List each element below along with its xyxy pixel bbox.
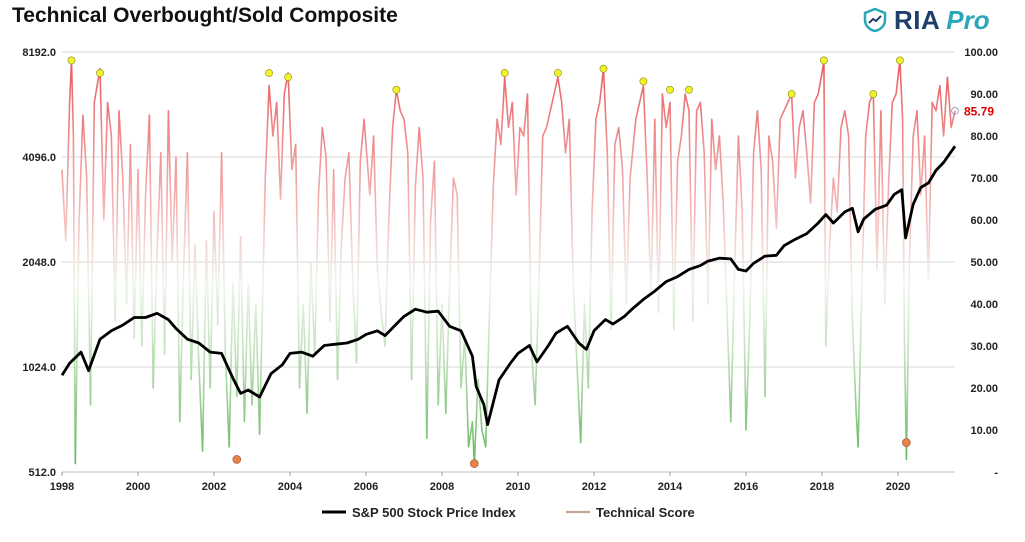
logo-suffix: Pro (946, 4, 990, 35)
legend-label-sp500: S&P 500 Stock Price Index (352, 505, 517, 520)
shield-chart-icon (863, 7, 887, 33)
x-tick-label: 2012 (582, 481, 606, 493)
left-tick-label: 8192.0 (22, 47, 56, 59)
overbought-marker (500, 69, 509, 77)
ria-pro-logo: RIA Pro (862, 4, 990, 36)
left-tick-label: 4096.0 (22, 152, 56, 164)
sp500-price-line (60, 145, 957, 426)
right-tick-label: 80.00 (970, 131, 998, 143)
x-tick-label: 2014 (658, 481, 683, 493)
right-tick-label: 20.00 (970, 383, 998, 395)
oversold-marker (902, 438, 911, 447)
overbought-marker (554, 69, 562, 77)
x-tick-label: 2018 (810, 481, 834, 493)
overbought-marker (820, 56, 828, 65)
markers-layer (67, 56, 959, 468)
right-tick-label: - (994, 467, 998, 479)
x-tick-label: 2008 (430, 481, 454, 493)
overbought-marker (392, 85, 401, 94)
overbought-marker (96, 69, 104, 77)
overbought-marker (685, 85, 693, 94)
last-value-marker (951, 106, 959, 115)
left-axis: 512.0 1024.0 2048.0 4096.0 8192.0 (22, 47, 56, 479)
sp500-layer (60, 145, 957, 426)
overbought-marker (787, 90, 796, 98)
x-tick-label: 2020 (886, 481, 910, 493)
oversold-marker (232, 455, 242, 464)
x-tick-label: 2016 (734, 481, 758, 493)
overbought-marker (284, 73, 292, 82)
overbought-marker (599, 64, 608, 73)
right-tick-label: 50.00 (970, 257, 998, 269)
technical-score-layer (61, 59, 956, 465)
right-tick-label: 60.00 (970, 215, 998, 227)
left-tick-label: 512.0 (28, 467, 56, 479)
right-tick-label: 90.00 (970, 89, 998, 101)
logo-brand: RIA (894, 4, 941, 35)
x-tick-label: 2006 (354, 481, 378, 493)
right-tick-label: 40.00 (970, 299, 998, 311)
x-axis: 1998 2000 2002 2004 2006 2008 2010 2012 2014 2016… (50, 472, 910, 493)
x-tick-label: 2002 (202, 481, 226, 493)
overbought-marker (67, 56, 76, 65)
x-tick-label: 2004 (278, 481, 303, 493)
overbought-marker (896, 56, 904, 65)
overbought-marker (639, 77, 648, 86)
overbought-marker (666, 85, 674, 94)
oversold-marker (469, 459, 479, 468)
right-tick-label: 70.00 (970, 173, 998, 185)
x-tick-label: 2010 (506, 481, 530, 493)
overbought-marker (869, 90, 878, 98)
technical-score-line (61, 59, 956, 465)
left-tick-label: 2048.0 (22, 257, 56, 269)
legend-label-technical-score: Technical Score (596, 505, 695, 520)
right-tick-label: 10.00 (970, 425, 998, 437)
chart-title: Technical Overbought/Sold Composite (12, 4, 398, 27)
right-axis: - 10.00 20.00 30.00 40.00 50.00 60.00 70.00 80.0… (964, 47, 998, 479)
left-tick-label: 1024.0 (22, 362, 56, 374)
x-tick-label: 2000 (126, 481, 150, 493)
right-tick-label: 100.00 (964, 47, 998, 59)
x-tick-label: 1998 (50, 481, 74, 493)
right-tick-label: 30.00 (970, 341, 998, 353)
last-value-label: 85.79 (964, 105, 994, 119)
legend: S&P 500 Stock Price Index Technical Score (322, 505, 695, 520)
overbought-marker (265, 69, 273, 77)
